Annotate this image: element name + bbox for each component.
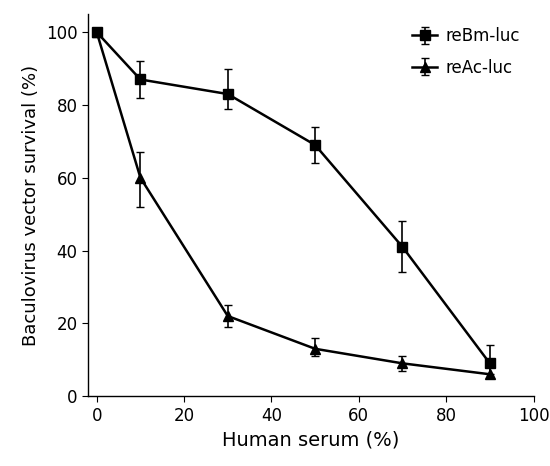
Y-axis label: Baculovirus vector survival (%): Baculovirus vector survival (%) <box>23 64 40 346</box>
X-axis label: Human serum (%): Human serum (%) <box>222 430 399 449</box>
Legend: reBm-luc, reAc-luc: reBm-luc, reAc-luc <box>408 22 525 82</box>
